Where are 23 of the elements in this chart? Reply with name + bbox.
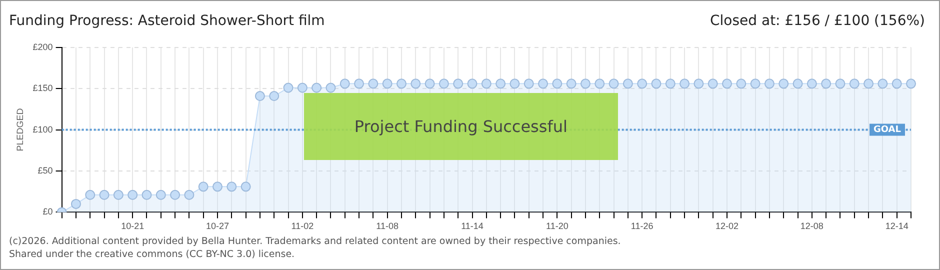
x-tick-label: 12-08 [800,221,824,232]
x-tick-label: 12-14 [885,221,908,232]
text: Shared under the creative commons (CC BY-NC 3.0) license. [9,249,295,260]
x-tick-label: 10-27 [206,221,230,232]
ref-line-label: GOAL [874,125,902,136]
chart-subtitle: Closed at: £156 / £100 (156%) [710,13,925,29]
y-tick-label: £0 [42,206,53,217]
y-tick-label: £150 [32,83,53,94]
x-tick-label: 11-08 [376,221,399,232]
x-tick-label: 12-02 [715,221,739,232]
x-tick-label: 10-21 [121,221,144,232]
y-tick-label: £100 [32,124,53,134]
y-tick-label: £50 [38,165,53,176]
annotation: Project Funding Successful [354,117,568,136]
x-tick-label: 11-20 [546,221,568,232]
success-banner: Project Funding Successful [304,92,618,160]
x-tick-label: 11-26 [630,221,654,232]
y-tick-label: £200 [32,42,53,52]
chart-title: Funding Progress: Asteroid Shower-Short film [9,13,325,29]
y-axis-title: PLEDGED [14,108,25,152]
x-tick-label: 11-14 [461,221,484,232]
text: (c)2026. Additional content provided by Bella Hunter. Trademarks and related content are owned by their respective companies. [9,236,621,247]
x-tick-label: 11-02 [291,221,314,232]
